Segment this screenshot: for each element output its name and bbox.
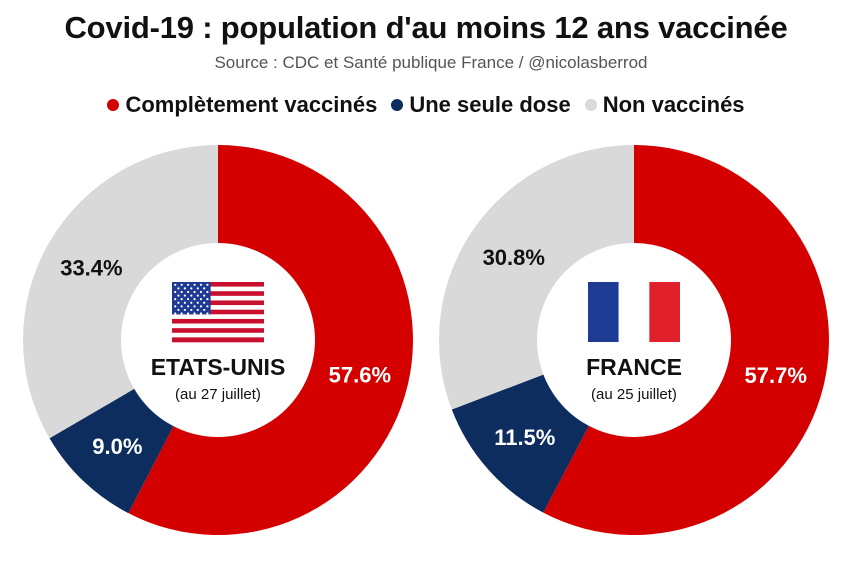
legend-dot-fully-vaccinated [107,99,120,111]
legend-label-one-dose: Une seule dose [409,92,571,117]
legend: Complètement vaccinés Une seule dose Non… [0,92,852,118]
data-label-not-vaccinated: 30.8% [483,245,545,270]
data-label-one-dose: 9.0% [92,434,142,459]
chart-title: Covid-19 : population d'au moins 12 ans … [64,10,788,45]
country-name: ETATS-UNIS [151,354,286,380]
legend-item-one-dose: Une seule dose [391,92,571,118]
data-date: (au 25 juillet) [591,386,677,403]
chart-source: Source : CDC et Santé publique France / … [214,53,648,72]
data-label-not-vaccinated: 33.4% [60,255,122,280]
france-flag-icon [588,282,680,342]
legend-item-fully-vaccinated: Complètement vaccinés [107,92,377,118]
data-date: (au 27 juillet) [175,386,261,403]
donut-etats-unis: 57.6% 9.0% 33.4% ETATS-UNIS (au 27 juillet) [23,145,414,535]
us-flag-icon [172,282,264,343]
country-name: FRANCE [586,354,682,380]
legend-label-not-vaccinated: Non vaccinés [602,92,745,117]
legend-label-fully-vaccinated: Complètement vaccinés [125,92,378,117]
data-label-fully-vaccinated: 57.6% [329,363,391,388]
donut-france: 57.7% 11.5% 30.8% FRANCE (au 25 juillet) [439,145,829,535]
data-label-fully-vaccinated: 57.7% [745,363,807,388]
legend-dot-not-vaccinated [584,99,597,111]
legend-item-not-vaccinated: Non vaccinés [584,92,745,118]
legend-dot-one-dose [391,99,404,111]
data-label-one-dose: 11.5% [494,425,555,450]
